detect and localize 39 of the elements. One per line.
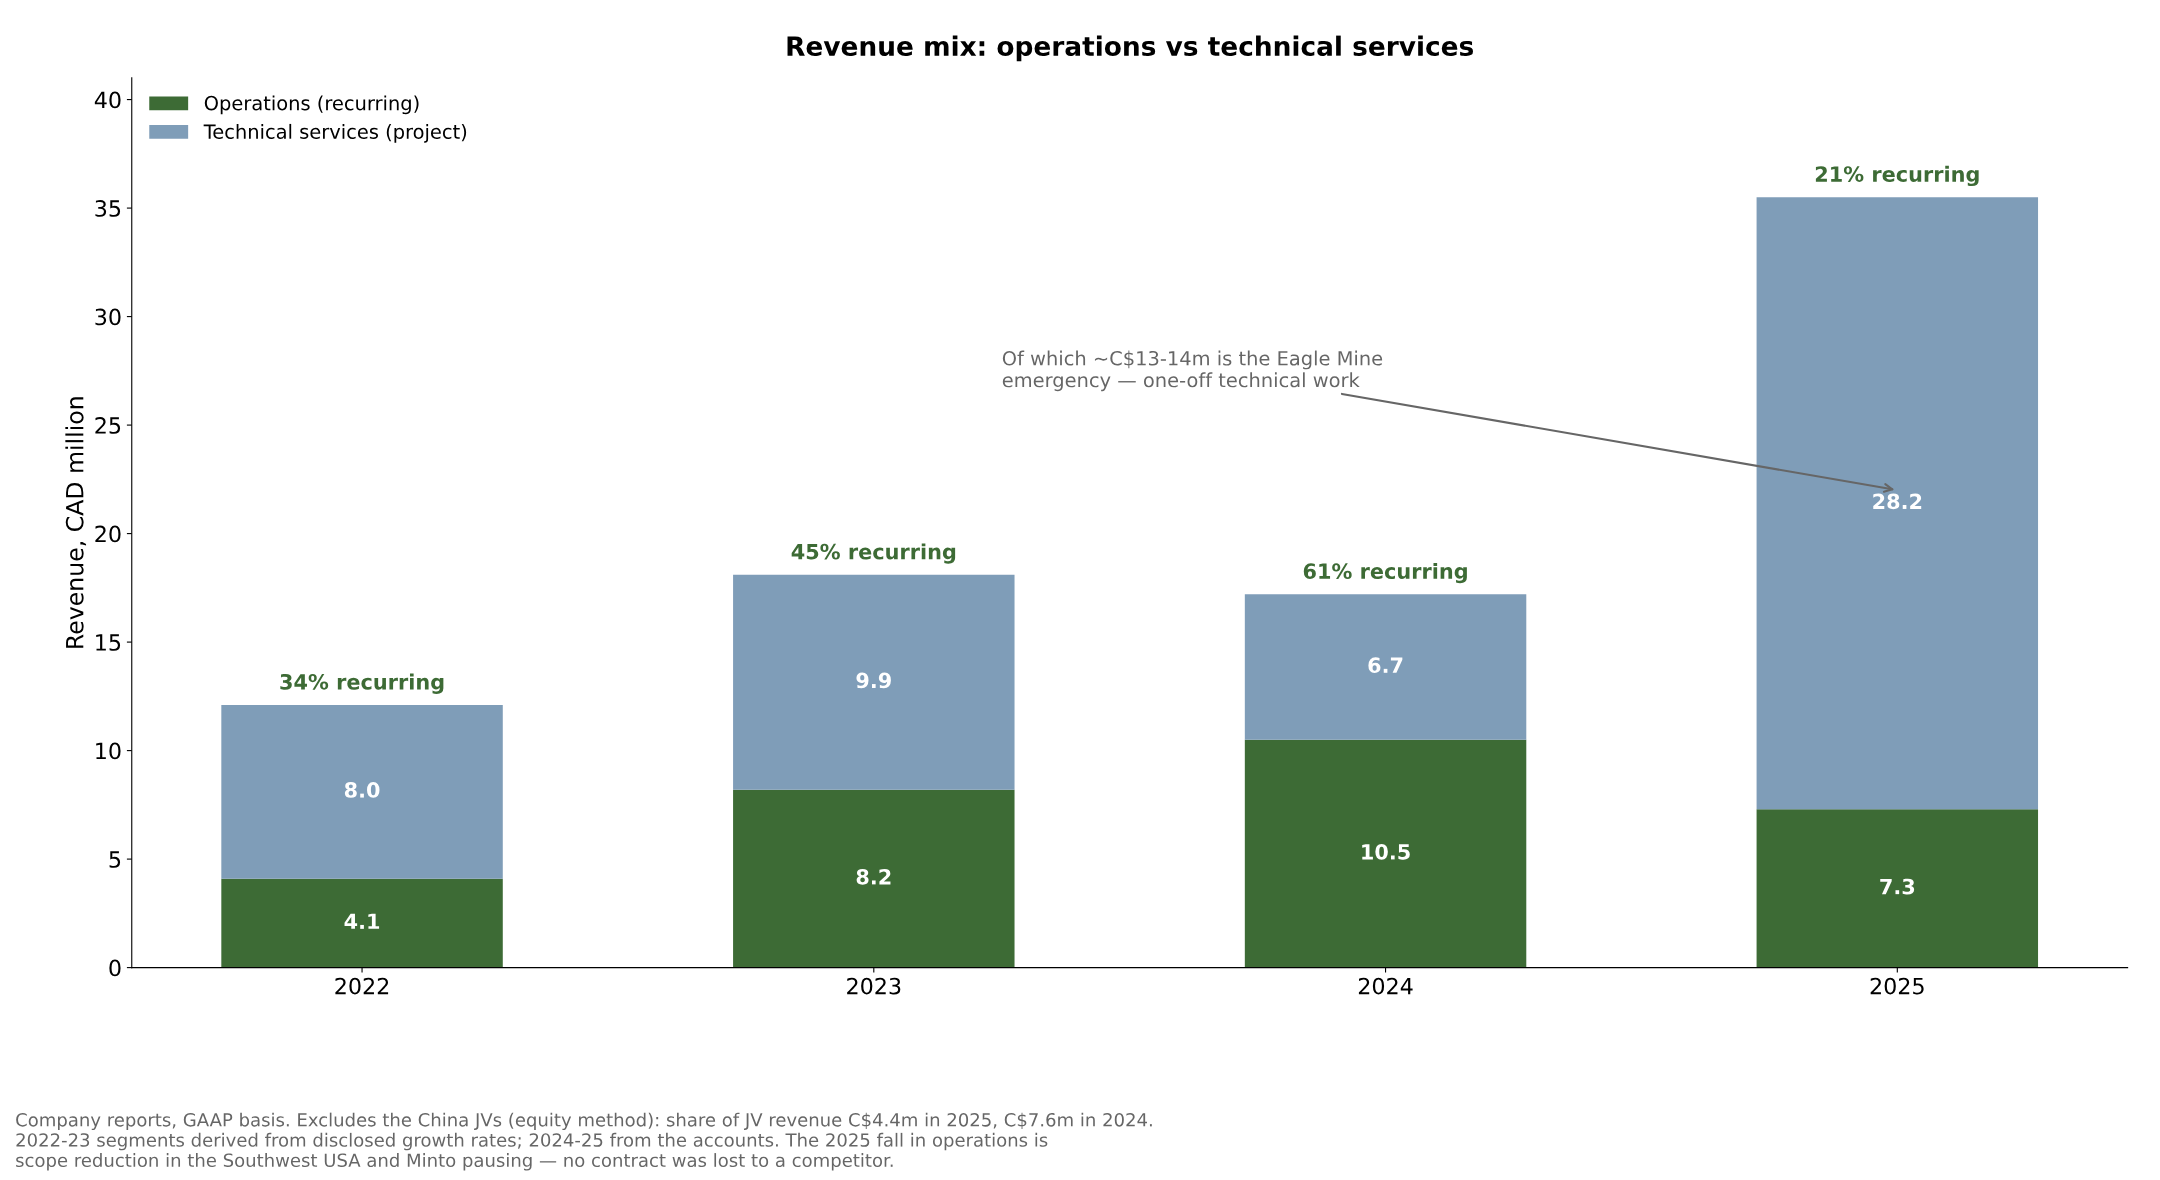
annotation: 21% recurring [1815,165,1979,187]
y-tick-label: 5 [109,851,121,868]
data-label: 7.3 [1880,878,1915,895]
annotation: Of which ~C$13-14m is the Eagle Mine emergency — one-off technical work [1002,350,1383,392]
x-tick-label: 2025 [1870,977,1924,995]
text: Company reports, GAAP basis. Excludes the China JVs (equity method): share of JV revenue C$4.4m in 2025, C$7.6m in 2024. 2022-23 segments derived from disclosed growth rates; 2024-25 from the accounts. The 2025 fall in operations is scope reduction in the Southwest USA and Minto pausing — no contract was lost to a competitor. [16,1112,1152,1171]
y-tick-label: 15 [96,634,121,651]
data-label: 10.5 [1362,843,1410,860]
x-tick-label: 2024 [1358,977,1413,995]
data-label: 8.2 [856,868,891,885]
data-label: 4.1 [344,913,380,929]
annotation: 45% recurring [791,543,956,564]
bar [733,574,1015,790]
data-label: 28.2 [1873,493,1922,510]
y-tick-label: 35 [95,200,121,217]
legend-label: Operations (recurring) [204,95,419,115]
annotation: 34% recurring [280,673,444,694]
bar [1244,594,1527,740]
legend-label: Technical services (project) [203,123,467,143]
bar [1756,809,2039,968]
bar [733,789,1015,968]
y-tick-label: 20 [95,525,121,543]
y-tick-label: 40 [94,91,121,109]
y-tick-label: 30 [95,308,121,326]
annotation: 61% recurring [1303,562,1467,584]
data-label: 9.9 [856,672,891,689]
bar [221,878,503,968]
bar [1756,197,2039,810]
y-tick-label: 10 [96,742,121,760]
y-axis-title: Revenue, CAD million [65,397,87,648]
y-tick-label: 0 [109,959,121,977]
bar [1244,739,1527,968]
x-tick-label: 2022 [335,977,389,995]
y-tick-label: 25 [95,417,121,434]
chart-title: Revenue mix: operations vs technical services [787,35,1473,62]
data-label: 6.7 [1368,657,1403,674]
x-tick-label: 2023 [847,977,901,995]
bar [221,705,503,879]
data-label: 8.0 [344,782,380,798]
